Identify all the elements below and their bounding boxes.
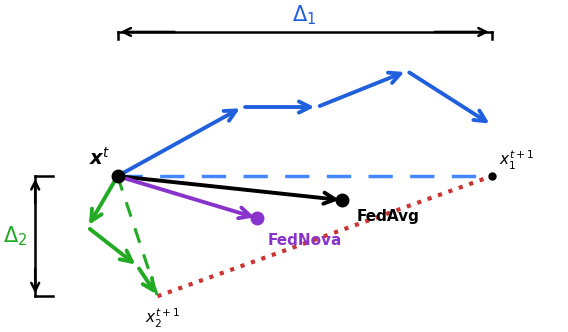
Text: FedAvg: FedAvg — [357, 209, 420, 224]
Text: $\boldsymbol{x}^t$: $\boldsymbol{x}^t$ — [89, 147, 110, 169]
Text: $x_2^{t+1}$: $x_2^{t+1}$ — [145, 307, 180, 330]
Text: FedNova: FedNova — [267, 233, 341, 248]
Text: $x_1^{t+1}$: $x_1^{t+1}$ — [499, 148, 534, 172]
Text: $\Delta_1$: $\Delta_1$ — [293, 4, 317, 28]
Text: $\Delta_2$: $\Delta_2$ — [3, 224, 28, 248]
